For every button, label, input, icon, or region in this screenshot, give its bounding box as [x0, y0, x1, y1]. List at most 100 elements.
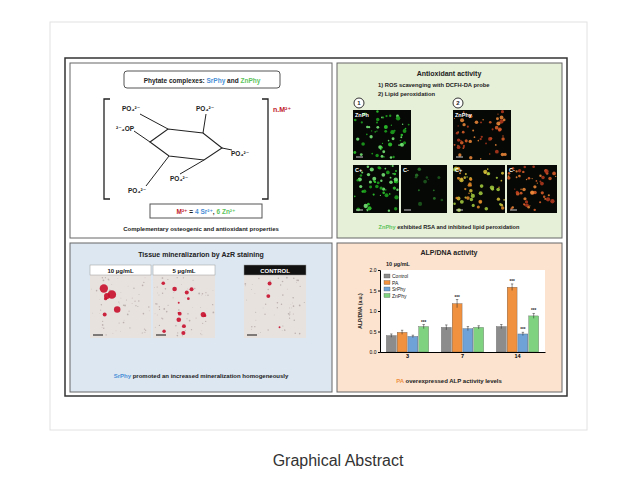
cell-spot [541, 176, 544, 179]
speck [201, 334, 203, 336]
cell-spot [388, 142, 392, 146]
legend-swatch [384, 294, 390, 298]
cell-spot [360, 153, 363, 156]
cell-spot [374, 131, 376, 133]
cell-spot [548, 194, 550, 196]
cell-spot [403, 141, 406, 144]
cell-spot [433, 197, 436, 200]
red-nodule [201, 312, 206, 317]
cell-spot [356, 179, 358, 181]
cell-spot [394, 130, 396, 132]
cell-spot [359, 185, 362, 188]
speck [289, 313, 290, 314]
image-background [353, 165, 399, 213]
legend-label: SrPhy [392, 286, 406, 292]
speck [290, 304, 292, 306]
cell-spot [374, 181, 376, 183]
image-label: C- [403, 167, 409, 173]
speck [262, 307, 264, 309]
cell-spot [463, 146, 465, 148]
speck [212, 304, 213, 305]
speck [159, 325, 160, 326]
bar [474, 327, 484, 352]
cell-spot [403, 129, 407, 133]
cell-spot [384, 168, 386, 170]
cell-spot [437, 176, 440, 179]
red-nodule [176, 317, 181, 322]
speck [284, 328, 286, 330]
cell-spot [537, 182, 538, 183]
speck [108, 279, 109, 280]
structure-footer: Complementary osteogenic and antioxidant… [123, 226, 279, 232]
cell-spot [471, 194, 475, 198]
structure-title-part: and [225, 77, 240, 84]
cell-spot [471, 193, 472, 194]
y-tick: 2.0 [370, 267, 380, 273]
cell-spot [555, 176, 556, 177]
speck [144, 332, 145, 333]
phosphate-group: ²⁻₄OP [116, 125, 135, 132]
significance-mark: *** [421, 320, 427, 325]
image-background [453, 110, 511, 160]
speck [157, 292, 159, 294]
cell-spot [369, 135, 372, 138]
legend-label: ZnPhy [392, 293, 407, 299]
speck [167, 279, 168, 280]
cell-spot [518, 175, 521, 178]
error-bar [477, 326, 479, 329]
cell-spot [530, 191, 534, 195]
cell-spot [460, 140, 462, 142]
speck [166, 311, 168, 313]
red-nodule [279, 326, 281, 328]
speck [277, 302, 279, 304]
y-tick: 0.5 [370, 329, 380, 335]
y-tick-label: 0.5 [370, 329, 377, 335]
speck [127, 314, 129, 316]
cell-spot [392, 165, 394, 167]
speck [257, 332, 259, 334]
speck [99, 298, 101, 300]
cell-spot [373, 194, 375, 196]
bond [146, 156, 169, 186]
step-marker [453, 98, 463, 108]
cell-spot [516, 191, 519, 194]
speck [212, 312, 214, 314]
outer-frame [65, 58, 567, 396]
panel-box [337, 243, 562, 392]
cell-spot [381, 173, 385, 177]
speck [184, 297, 186, 299]
cell-spot [376, 122, 378, 124]
cell-spot [508, 175, 510, 177]
cell-spot [527, 206, 530, 209]
cell-spot [546, 197, 550, 201]
cell-spot [380, 195, 381, 196]
plot-background [380, 270, 545, 352]
cell-spot [457, 145, 461, 149]
cell-spot [540, 182, 544, 186]
speck [153, 287, 155, 289]
cell-spot [485, 207, 489, 211]
cell-spot [543, 195, 545, 197]
speck [277, 307, 278, 308]
cell-spot [418, 189, 420, 191]
speck [102, 277, 103, 278]
cell-spot [483, 170, 487, 174]
speck [293, 319, 295, 321]
cell-spot [503, 199, 505, 201]
cell-spot [389, 115, 391, 117]
image-label: C+ [355, 167, 362, 173]
cell-spot [458, 125, 459, 126]
speck [120, 292, 122, 294]
speck [282, 281, 284, 283]
speck [205, 294, 207, 296]
cell-spot [520, 189, 522, 191]
cell-spot [539, 201, 541, 203]
cell-spot [363, 190, 366, 193]
speck [127, 285, 129, 287]
speck [245, 283, 247, 285]
cell-spot [392, 156, 394, 158]
counter-ion: n.M²⁺ [273, 106, 291, 113]
cell-spot [394, 207, 397, 210]
cell-spot [485, 143, 487, 145]
speck [267, 329, 268, 330]
